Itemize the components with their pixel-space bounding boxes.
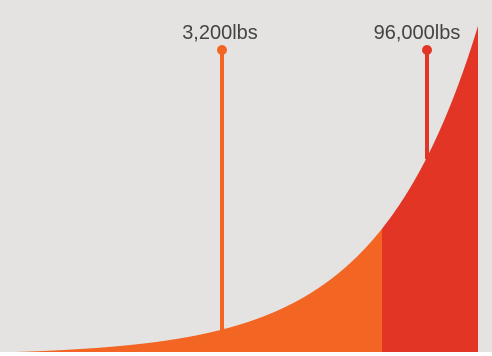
baseline-strip	[0, 352, 492, 356]
callout-1: 3,200lbs	[182, 22, 258, 332]
callout-label: 3,200lbs	[182, 22, 258, 44]
area-region-1	[16, 228, 382, 352]
area-region-2	[382, 26, 478, 352]
callout-label: 96,000lbs	[374, 22, 461, 44]
callout-pin-dot	[217, 45, 227, 55]
callout-2: 96,000lbs	[374, 22, 461, 160]
callout-pin-dot	[422, 45, 432, 55]
